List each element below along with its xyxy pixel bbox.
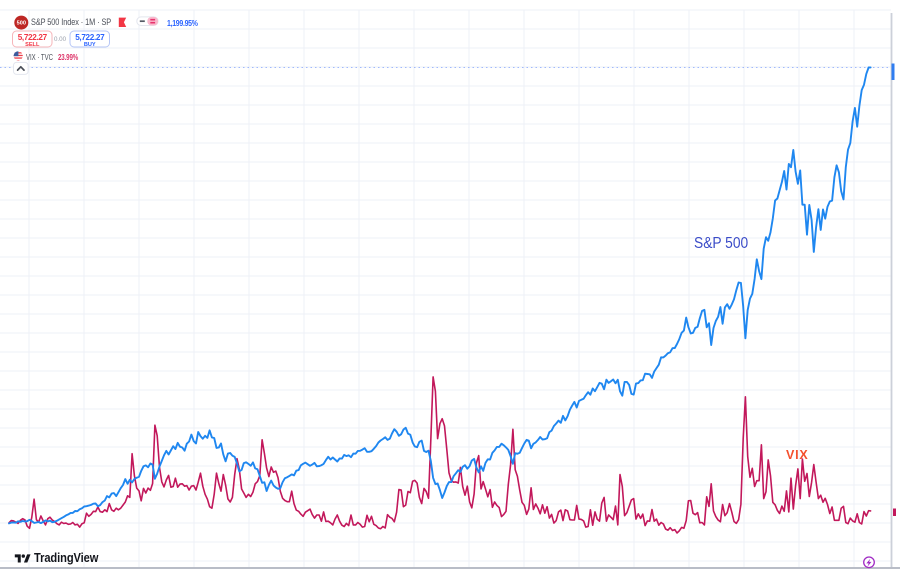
svg-text:500: 500 bbox=[17, 21, 26, 27]
